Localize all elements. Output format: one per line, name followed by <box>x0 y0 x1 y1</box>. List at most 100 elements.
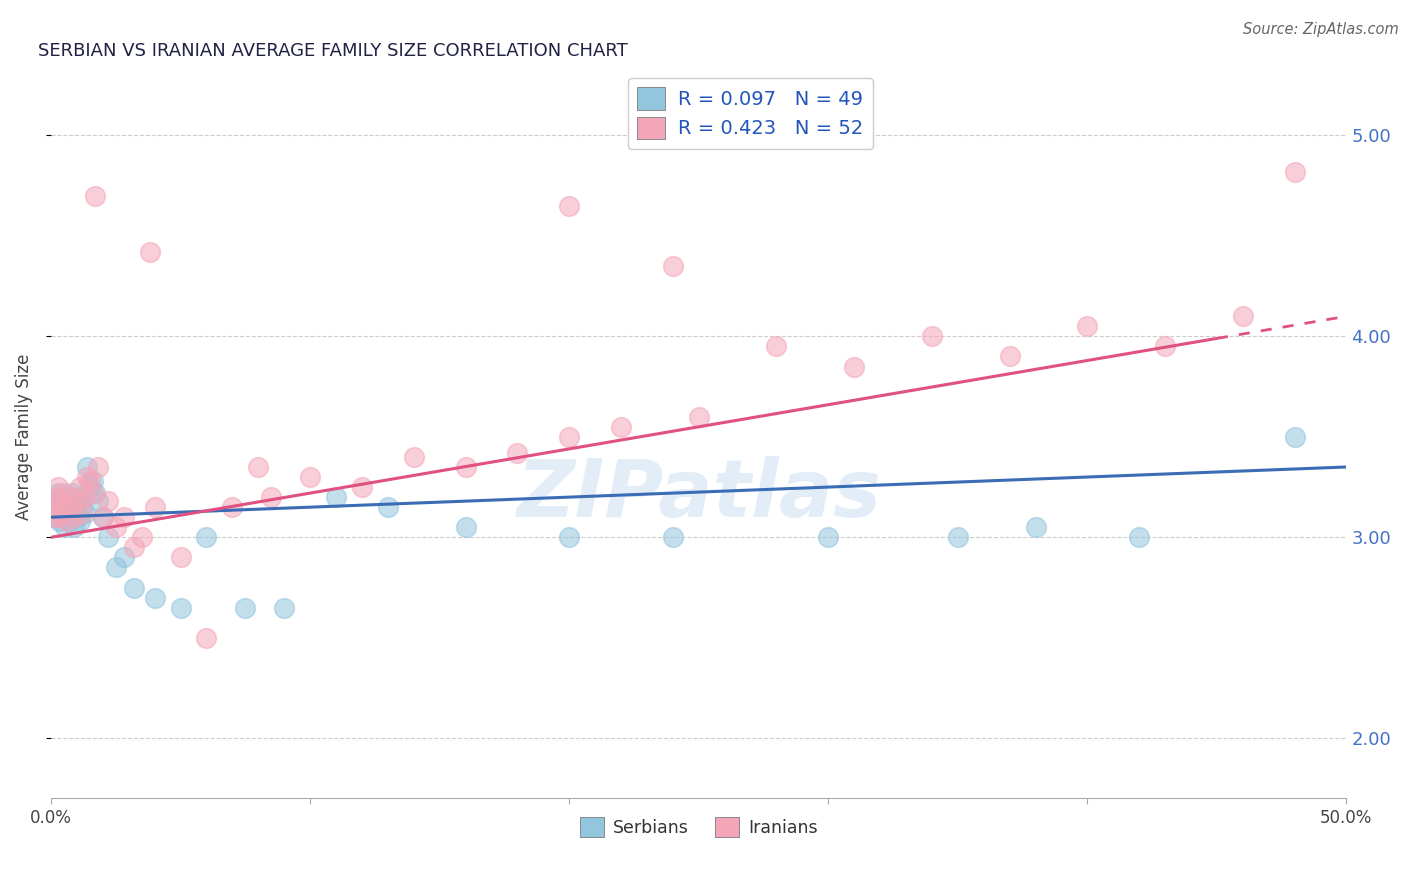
Point <box>610 419 633 434</box>
Point <box>104 520 127 534</box>
Point <box>51 490 73 504</box>
Point <box>97 494 120 508</box>
Point <box>60 490 83 504</box>
Point <box>247 460 270 475</box>
Point <box>1154 339 1177 353</box>
Point <box>558 199 581 213</box>
Point <box>44 510 66 524</box>
Point <box>1076 319 1098 334</box>
Point <box>86 460 108 475</box>
Point <box>42 500 65 515</box>
Point <box>55 514 77 528</box>
Point <box>62 510 84 524</box>
Point <box>221 500 243 515</box>
Point <box>454 520 477 534</box>
Point <box>51 494 73 508</box>
Point <box>112 510 135 524</box>
Point <box>58 500 80 515</box>
Point <box>42 500 65 515</box>
Point <box>56 494 79 508</box>
Point <box>122 541 145 555</box>
Point <box>273 600 295 615</box>
Point <box>82 486 104 500</box>
Point <box>46 486 69 500</box>
Point <box>688 409 710 424</box>
Point <box>454 460 477 475</box>
Point <box>1128 530 1150 544</box>
Point <box>402 450 425 464</box>
Point <box>53 500 76 515</box>
Point <box>169 550 191 565</box>
Legend: Serbians, Iranians: Serbians, Iranians <box>574 810 824 844</box>
Point <box>131 530 153 544</box>
Point <box>73 506 96 520</box>
Text: ZIPatlas: ZIPatlas <box>516 456 882 533</box>
Point <box>1024 520 1046 534</box>
Point <box>67 510 90 524</box>
Point <box>46 480 69 494</box>
Point <box>84 486 107 500</box>
Y-axis label: Average Family Size: Average Family Size <box>15 353 32 520</box>
Point <box>91 510 114 524</box>
Point <box>844 359 866 374</box>
Point <box>55 506 77 520</box>
Text: SERBIAN VS IRANIAN AVERAGE FAMILY SIZE CORRELATION CHART: SERBIAN VS IRANIAN AVERAGE FAMILY SIZE C… <box>38 42 628 60</box>
Point <box>235 600 257 615</box>
Point <box>70 506 93 520</box>
Point <box>350 480 373 494</box>
Point <box>122 581 145 595</box>
Point <box>1232 310 1254 324</box>
Point <box>662 259 685 273</box>
Point <box>82 474 104 488</box>
Point <box>169 600 191 615</box>
Point <box>817 530 839 544</box>
Point <box>195 631 218 645</box>
Point <box>45 494 67 508</box>
Point <box>104 560 127 574</box>
Text: Source: ZipAtlas.com: Source: ZipAtlas.com <box>1243 22 1399 37</box>
Point <box>112 550 135 565</box>
Point <box>558 430 581 444</box>
Point <box>260 490 283 504</box>
Point <box>58 514 80 528</box>
Point <box>69 480 91 494</box>
Point <box>195 530 218 544</box>
Point <box>946 530 969 544</box>
Point <box>44 510 66 524</box>
Point <box>1284 164 1306 178</box>
Point <box>45 490 67 504</box>
Point <box>662 530 685 544</box>
Point <box>70 500 93 515</box>
Point <box>76 470 98 484</box>
Point <box>138 245 160 260</box>
Point <box>86 494 108 508</box>
Point <box>66 494 89 508</box>
Point <box>59 500 82 515</box>
Point <box>70 490 93 504</box>
Point <box>48 510 70 524</box>
Point <box>66 494 89 508</box>
Point <box>79 474 101 488</box>
Point <box>97 530 120 544</box>
Point <box>998 350 1021 364</box>
Point <box>921 329 943 343</box>
Point <box>506 446 529 460</box>
Point <box>69 514 91 528</box>
Point <box>73 490 96 504</box>
Point <box>143 500 166 515</box>
Point <box>325 490 347 504</box>
Point <box>53 486 76 500</box>
Point <box>1284 430 1306 444</box>
Point <box>49 506 72 520</box>
Point <box>79 480 101 494</box>
Point <box>76 460 98 475</box>
Point <box>63 510 86 524</box>
Point <box>63 520 86 534</box>
Point <box>91 510 114 524</box>
Point <box>143 591 166 605</box>
Point <box>49 506 72 520</box>
Point <box>65 506 87 520</box>
Point <box>558 530 581 544</box>
Point <box>52 510 75 524</box>
Point <box>765 339 787 353</box>
